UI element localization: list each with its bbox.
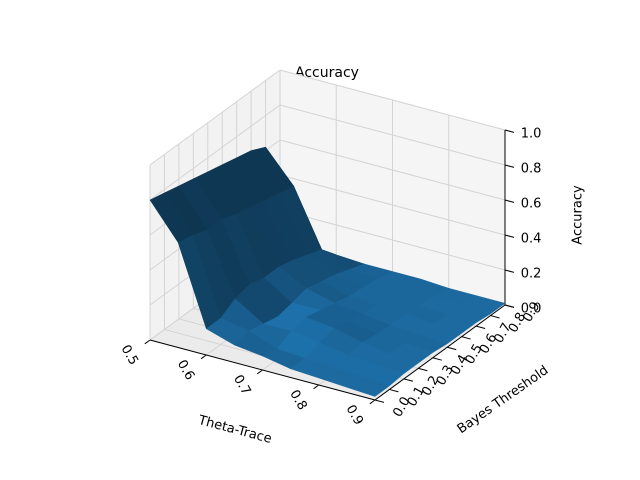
grid-line (149, 104, 281, 201)
tick-mark (389, 388, 399, 393)
tick-mark (200, 354, 207, 360)
grid-line (279, 139, 506, 201)
x-tick-label: 0.9 (343, 402, 366, 427)
tick-mark (504, 199, 515, 203)
surface-patch (346, 376, 390, 397)
tick-mark (504, 164, 515, 168)
x-axis-label: Theta-Trace (196, 413, 274, 447)
z-tick-label: 0.2 (521, 267, 542, 282)
x-axis-line (149, 339, 376, 401)
tick-mark (369, 399, 376, 405)
tick-mark (490, 315, 500, 319)
tick-mark (374, 399, 385, 403)
grid-line (149, 69, 281, 166)
z-tick-label: 0.4 (521, 232, 542, 247)
tick-mark (403, 378, 414, 382)
z-tick-label: 0.8 (521, 162, 542, 177)
tick-mark (313, 384, 320, 390)
grid-line (279, 104, 506, 166)
y-axis-line (374, 304, 506, 401)
tick-mark (447, 346, 457, 351)
grid-line (279, 69, 506, 131)
chart-title: Accuracy (295, 65, 359, 81)
tick-mark (504, 304, 515, 308)
tick-mark (144, 339, 151, 345)
y-axis-label: Bayes Threshold (455, 363, 552, 437)
grid-line (279, 174, 506, 236)
tick-mark (418, 367, 428, 372)
z-tick-label: 1.0 (521, 127, 542, 142)
tick-mark (504, 269, 515, 273)
x-tick-label: 0.7 (230, 372, 253, 397)
z-tick-label: 0.0 (521, 302, 542, 317)
x-tick-label: 0.8 (286, 387, 309, 412)
grid-line (279, 209, 506, 271)
tick-mark (461, 336, 471, 340)
x-tick-label: 0.5 (118, 342, 141, 367)
z-axis-label: Accuracy (571, 185, 586, 245)
tick-mark (475, 325, 486, 329)
x-tick-label: 0.6 (174, 357, 197, 382)
tick-mark (432, 357, 442, 361)
z-tick-label: 0.6 (521, 197, 542, 212)
tick-mark (504, 129, 515, 133)
tick-mark (504, 234, 515, 238)
tick-mark (257, 369, 263, 375)
